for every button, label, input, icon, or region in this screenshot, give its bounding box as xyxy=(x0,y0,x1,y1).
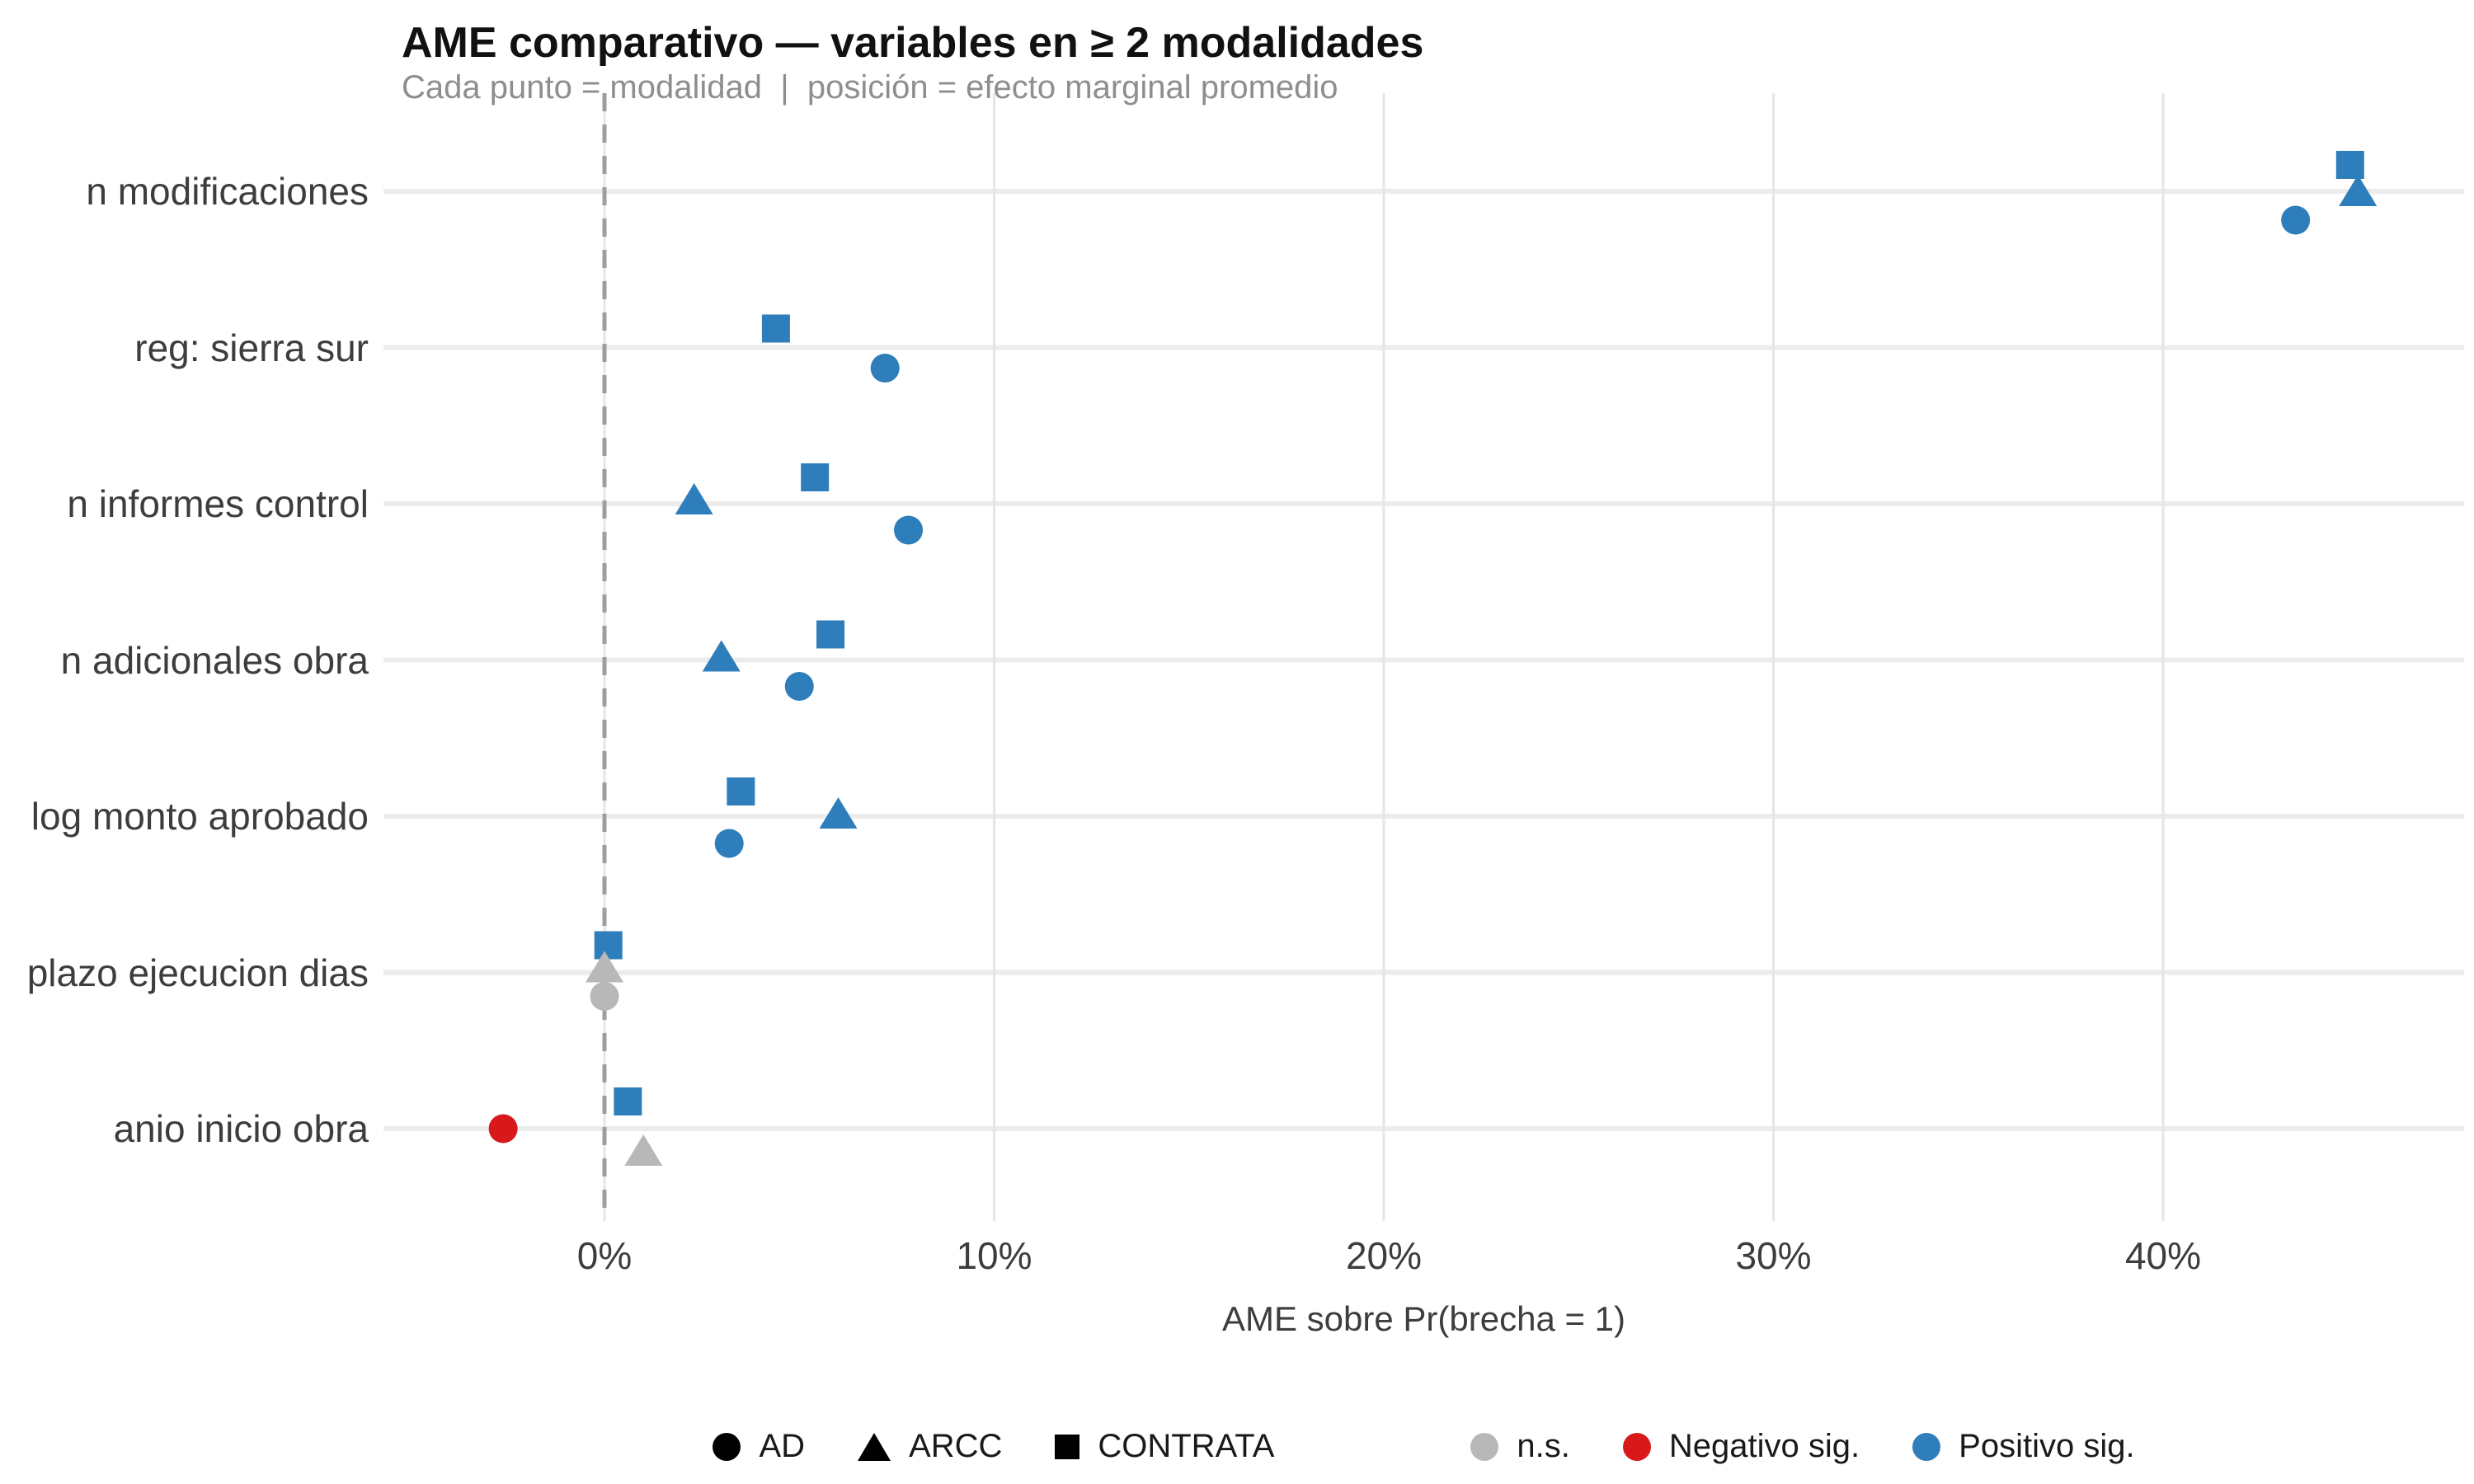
data-point-plazo-ejecucion-dias-ad xyxy=(590,982,619,1011)
legend-item-arcc: ARCC xyxy=(858,1428,1002,1465)
data-point-n-informes-control-ad xyxy=(894,515,924,545)
legend: AD ARCC CONTRATA n.s. Negativo sig. Posi… xyxy=(383,1428,2464,1465)
y-axis-label: anio inicio obra xyxy=(113,1107,369,1150)
data-point-n-modificaciones-arcc xyxy=(2339,175,2378,206)
square-icon xyxy=(1055,1434,1080,1459)
legend-label: n.s. xyxy=(1517,1428,1570,1464)
chart-title: AME comparativo — variables en ≥ 2 modal… xyxy=(402,19,1424,67)
data-point-anio-inicio-obra-arcc xyxy=(624,1134,663,1166)
data-point-reg-sierra-sur-contrata xyxy=(761,314,790,343)
data-point-reg-sierra-sur-ad xyxy=(870,354,900,383)
x-axis-tick-label: 30% xyxy=(1735,1234,1812,1277)
data-point-n-adicionales-obra-ad xyxy=(784,672,814,701)
circle-icon xyxy=(713,1432,741,1461)
data-point-n-informes-control-contrata xyxy=(801,463,830,491)
data-point-n-modificaciones-ad xyxy=(2281,205,2311,235)
data-point-n-adicionales-obra-contrata xyxy=(816,620,845,649)
ns-dot-icon xyxy=(1470,1432,1499,1461)
data-point-n-adicionales-obra-arcc xyxy=(702,640,741,672)
y-axis-label: n informes control xyxy=(67,482,369,525)
x-axis-tick-label: 40% xyxy=(2124,1234,2202,1277)
legend-label: Negativo sig. xyxy=(1668,1428,1860,1464)
x-axis-tick-label: 10% xyxy=(956,1234,1032,1277)
triangle-icon xyxy=(858,1432,891,1461)
data-point-plazo-ejecucion-dias-arcc xyxy=(586,951,623,983)
data-point-log-monto-aprobado-contrata xyxy=(727,777,755,805)
x-axis-tick-label: 20% xyxy=(1345,1234,1423,1277)
positive-dot-icon xyxy=(1912,1432,1941,1461)
chart-subtitle: Cada punto = modalidad | posición = efec… xyxy=(402,69,1338,106)
negative-dot-icon xyxy=(1622,1432,1651,1461)
legend-label: ARCC xyxy=(909,1428,1003,1464)
legend-label: CONTRATA xyxy=(1098,1428,1275,1464)
x-axis-tick-label: 0% xyxy=(576,1234,633,1277)
data-point-n-informes-control-arcc xyxy=(675,483,713,514)
legend-item-positivo: Positivo sig. xyxy=(1912,1428,2135,1465)
legend-label: AD xyxy=(759,1428,806,1464)
legend-item-ad: AD xyxy=(713,1428,805,1465)
legend-item-negativo: Negativo sig. xyxy=(1622,1428,1860,1465)
y-axis-label: n adicionales obra xyxy=(60,638,369,682)
legend-item-ns: n.s. xyxy=(1470,1428,1570,1465)
y-axis-label: plazo ejecucion dias xyxy=(26,951,369,994)
data-point-log-monto-aprobado-ad xyxy=(714,829,744,858)
y-axis-label: n modificaciones xyxy=(86,170,369,213)
legend-label: Positivo sig. xyxy=(1959,1428,2135,1464)
y-axis-label: log monto aprobado xyxy=(31,795,369,838)
data-point-n-modificaciones-contrata xyxy=(2335,151,2364,179)
data-point-anio-inicio-obra-ad xyxy=(488,1114,518,1144)
y-axis-label: reg: sierra sur xyxy=(134,326,369,369)
data-point-anio-inicio-obra-contrata xyxy=(614,1087,642,1115)
legend-item-contrata: CONTRATA xyxy=(1055,1428,1274,1465)
data-point-log-monto-aprobado-arcc xyxy=(819,797,858,829)
x-axis-title: AME sobre Pr(brecha = 1) xyxy=(1221,1299,1626,1338)
data-point-plazo-ejecucion-dias-contrata xyxy=(594,931,623,960)
